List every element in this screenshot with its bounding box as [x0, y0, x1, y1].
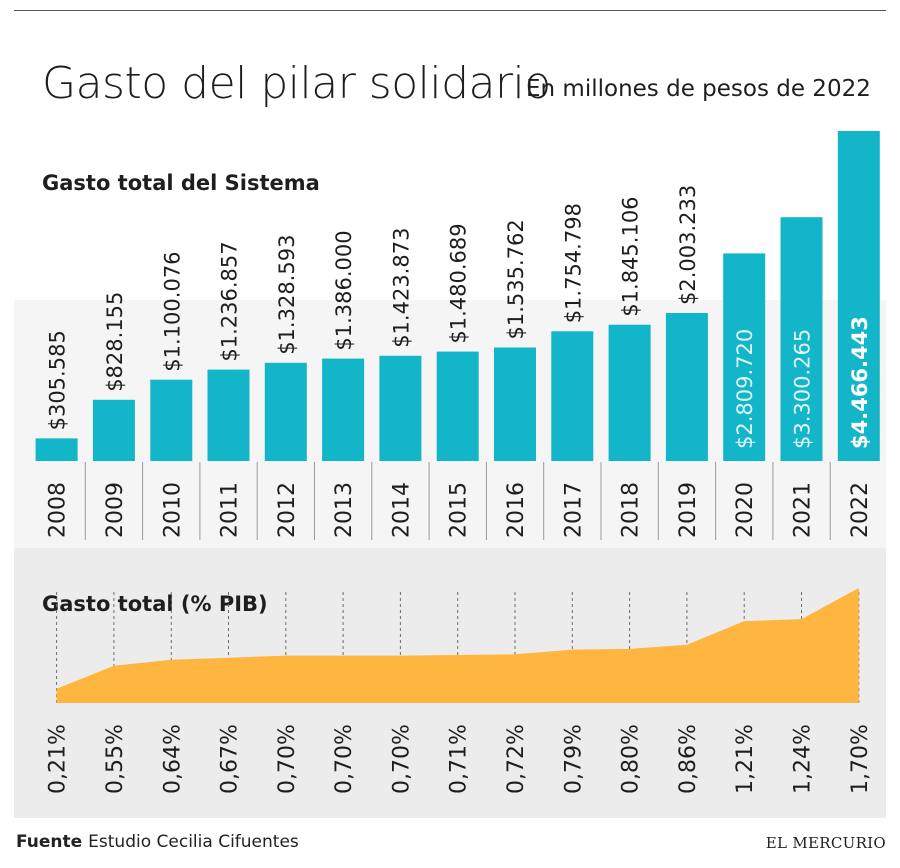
percent-label-2011: 0,67%	[218, 724, 243, 794]
year-label-2017: 2017	[561, 482, 586, 538]
bar-2012	[264, 362, 307, 461]
year-label-2015: 2015	[447, 482, 472, 538]
bar-label-2015: $1.480.689	[447, 223, 471, 343]
year-label-2019: 2019	[676, 482, 701, 538]
bars	[35, 131, 880, 461]
percent-label-2017: 0,79%	[561, 724, 586, 794]
year-label-2022: 2022	[848, 482, 873, 538]
bar-chart: Gasto total del Sistema $305.585 $828.155…	[14, 131, 886, 548]
bar-value-labels: $305.585 $828.155 $1.100.076 $1.236.857 $1.3…	[46, 185, 872, 449]
bar-2019	[665, 313, 708, 461]
percent-label-2022: 1,70%	[848, 724, 873, 794]
bar-2021	[780, 217, 823, 461]
year-label-2014: 2014	[389, 482, 414, 538]
bar-label-2013: $1.386.000	[332, 230, 356, 350]
percent-label-2012: 0,70%	[275, 724, 300, 794]
percent-label-2013: 0,70%	[332, 724, 357, 794]
source-note: Fuente Estudio Cecilia Cifuentes	[16, 832, 299, 852]
bar-label-2012: $1.328.593	[275, 235, 299, 355]
year-label-2011: 2011	[218, 482, 243, 538]
bar-label-2017: $1.754.798	[561, 203, 585, 323]
source-text: Estudio Cecilia Cifuentes	[88, 832, 299, 852]
bar-label-2018: $1.845.106	[619, 196, 643, 316]
area-chart: Gasto total (% PIB) 0,21% 0,55% 0,64% 0,67%…	[14, 548, 886, 818]
page-subtitle: En millones de pesos de 2022	[526, 76, 871, 102]
percent-labels: 0,21% 0,55% 0,64% 0,67% 0,70% 0,70% 0,70% 0,71%…	[46, 724, 873, 794]
brand-logo: EL MERCURIO	[765, 834, 886, 852]
year-label-2012: 2012	[275, 482, 300, 538]
year-label-2010: 2010	[160, 482, 185, 538]
bar-chart-title: Gasto total del Sistema	[42, 171, 320, 195]
bar-2014	[379, 355, 422, 461]
bar-2020	[723, 253, 766, 461]
bar-2016	[494, 347, 536, 461]
year-label-2008: 2008	[46, 482, 71, 538]
year-label-2013: 2013	[332, 482, 357, 538]
percent-label-2021: 1,24%	[791, 724, 816, 794]
bar-label-2020: $2.809.720	[733, 329, 757, 449]
year-label-2016: 2016	[504, 482, 529, 538]
year-label-2018: 2018	[619, 482, 644, 538]
bar-2009	[92, 399, 135, 461]
bar-2022	[837, 131, 880, 461]
year-separators	[84, 462, 831, 540]
percent-label-2015: 0,71%	[447, 724, 472, 794]
bar-2017	[551, 331, 594, 461]
percent-label-2016: 0,72%	[504, 724, 529, 794]
percent-label-2020: 1,21%	[733, 724, 758, 794]
bar-label-2019: $2.003.233	[676, 185, 700, 305]
top-rule	[14, 10, 886, 11]
bar-2011	[207, 369, 250, 461]
bar-label-2009: $828.155	[103, 292, 127, 392]
percent-label-2014: 0,70%	[389, 724, 414, 794]
source-label: Fuente	[16, 832, 83, 852]
bar-2010	[150, 379, 193, 461]
year-label-2021: 2021	[791, 482, 816, 538]
year-label-2020: 2020	[733, 482, 758, 538]
bar-label-2016: $1.535.762	[504, 219, 528, 339]
year-label-2009: 2009	[103, 482, 128, 538]
bar-label-2021: $3.300.265	[791, 329, 815, 449]
area-chart-title: Gasto total (% PIB)	[42, 592, 268, 616]
percent-label-2010: 0,64%	[160, 724, 185, 794]
bar-2018	[608, 324, 651, 461]
bar-label-2008: $305.585	[46, 330, 70, 430]
area-series	[56, 588, 859, 703]
percent-label-2018: 0,80%	[619, 724, 644, 794]
percent-label-2009: 0,55%	[103, 724, 128, 794]
bar-2013	[322, 358, 365, 461]
percent-label-2019: 0,86%	[676, 724, 701, 794]
bar-label-2011: $1.236.857	[218, 241, 242, 361]
page-title: Gasto del pilar solidario	[42, 58, 551, 109]
bar-label-2014: $1.423.873	[389, 228, 413, 348]
percent-label-2008: 0,21%	[46, 724, 71, 794]
bar-label-2022: $4.466.443	[848, 316, 872, 449]
bar-label-2010: $1.100.076	[160, 251, 184, 371]
bar-2015	[436, 351, 479, 461]
bar-2008	[35, 438, 78, 461]
year-labels: 2008 2009 2010 2011 2012 2013 2014 2015 2016 2017…	[46, 482, 873, 538]
